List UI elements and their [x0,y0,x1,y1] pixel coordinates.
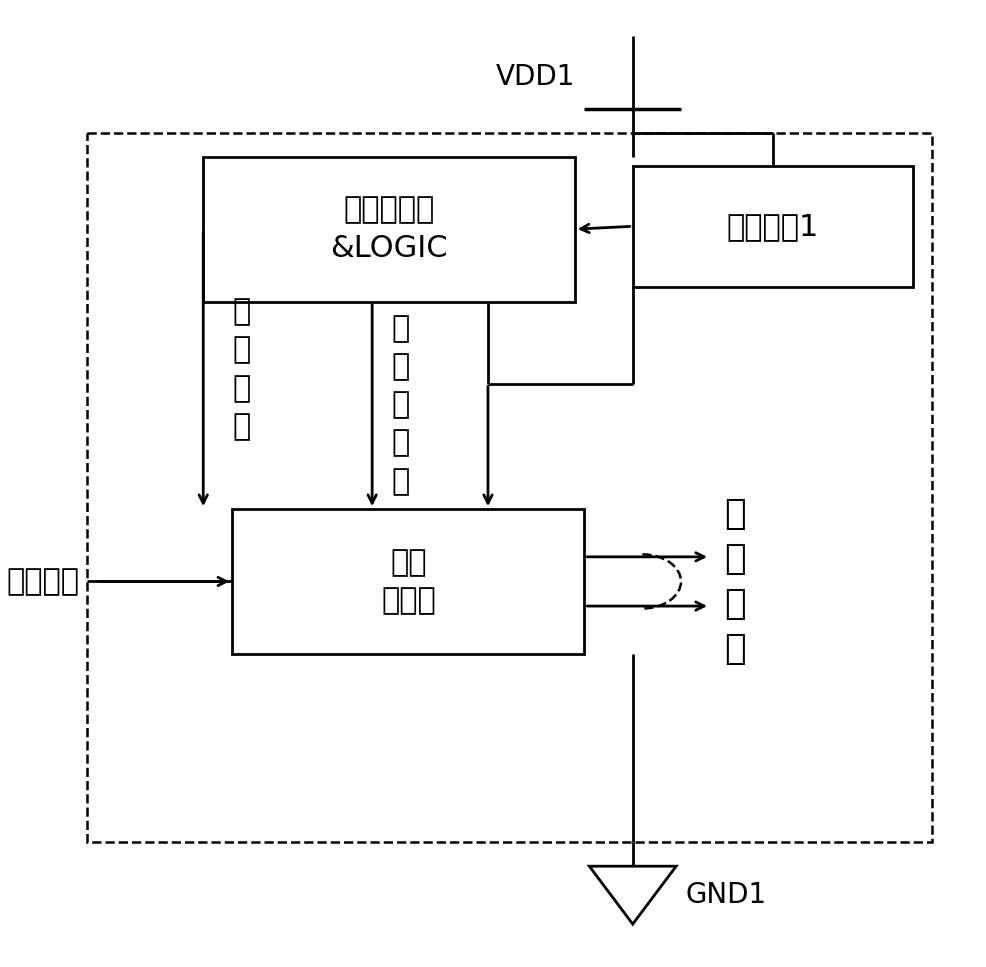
Bar [88,132,932,842]
Bar [633,166,913,287]
Text: 非
对
称
载
波: 非 对 称 载 波 [391,314,410,496]
Bar [203,157,575,302]
Bar [233,509,585,654]
Text: VDD1: VDD1 [495,63,575,91]
Text: GND1: GND1 [686,881,767,909]
Text: 偏置电路1: 偏置电路1 [727,213,819,241]
Text: 对
称
载
波: 对 称 载 波 [233,297,250,441]
Text: 多路
选择器: 多路 选择器 [381,548,436,615]
Text: 压控振荡器
&LOGIC: 压控振荡器 &LOGIC [330,195,448,263]
Text: 输入信号: 输入信号 [7,567,80,596]
Polygon shape [590,866,676,924]
Text: 调
制
信
号: 调 制 信 号 [725,497,746,665]
